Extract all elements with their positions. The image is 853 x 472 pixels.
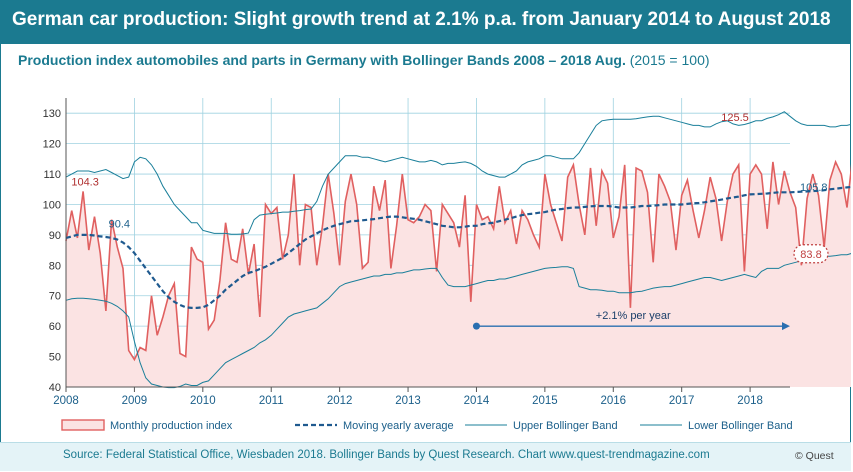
- x-tick-label: 2016: [600, 395, 626, 407]
- x-tick-label: 2008: [53, 395, 79, 407]
- moving-average-line: [65, 185, 851, 309]
- last-value-label: 83.8: [800, 249, 821, 261]
- end-average-label: 105.8: [800, 182, 828, 194]
- x-tick-label: 2018: [737, 395, 763, 407]
- series-layer: [65, 111, 851, 389]
- header-bar: German car production: Slight growth tre…: [0, 0, 851, 44]
- y-tick-label: 70: [49, 291, 61, 303]
- page-title: German car production: Slight growth tre…: [12, 9, 831, 30]
- lower-band-line: [65, 253, 851, 389]
- x-tick-label: 2009: [122, 395, 148, 407]
- last-value-badge: [793, 244, 829, 264]
- footer-bar: Source: Federal Statistical Office, Wies…: [0, 442, 851, 471]
- x-tick-label: 2011: [259, 395, 284, 407]
- upper-band-line: [65, 111, 851, 235]
- y-tick-label: 60: [49, 321, 61, 333]
- legend-label: Upper Bollinger Band: [513, 420, 618, 432]
- monthly-area-fill: [66, 161, 851, 387]
- x-tick-label: 2013: [395, 395, 421, 407]
- legend-swatch-monthly: [61, 419, 105, 431]
- y-tick-label: 110: [43, 169, 61, 181]
- data-label: 90.4: [109, 219, 130, 231]
- y-tick-label: 40: [49, 382, 61, 394]
- legend-label: Moving yearly average: [343, 420, 454, 432]
- legend-label: Monthly production index: [110, 420, 233, 432]
- x-tick-label: 2017: [669, 395, 695, 407]
- trend-arrow-start: [472, 322, 480, 330]
- copyright-note: © Quest: [795, 450, 834, 462]
- subtitle-unit: (2015 = 100): [629, 52, 710, 68]
- y-tick-label: 120: [43, 139, 61, 151]
- chart-annotations: 104.3 90.4 125.5 105.8 83.8 +2.1% per year: [71, 112, 829, 331]
- production-chart: 40 50 60 70 80 90 100 110 120 130 2008 2009 2010 2011…: [43, 98, 851, 432]
- x-tick-label: 2012: [327, 395, 353, 407]
- y-tick-label: 100: [43, 199, 61, 211]
- y-tick-label: 50: [49, 352, 61, 364]
- chart-subtitle: Production index automobiles and parts i…: [18, 52, 710, 68]
- y-tick-label: 130: [43, 108, 61, 120]
- subtitle-main: Production index automobiles and parts i…: [18, 52, 626, 68]
- trend-arrow-head: [782, 322, 790, 331]
- source-note: Source: Federal Statistical Office, Wies…: [63, 449, 710, 461]
- x-tick-label: 2014: [464, 395, 490, 407]
- chart-axes: 40 50 60 70 80 90 100 110 120 130 2008 2009 2010 2011…: [43, 98, 790, 407]
- x-tick-label: 2015: [532, 395, 558, 407]
- monthly-production-line: [65, 159, 851, 362]
- data-label: 125.5: [721, 112, 749, 124]
- chart-legend: Monthly production index Moving yearly av…: [61, 419, 793, 432]
- y-tick-label: 90: [49, 230, 61, 242]
- y-tick-label: 80: [49, 260, 61, 272]
- data-label: 104.3: [71, 176, 99, 188]
- x-tick-label: 2010: [190, 395, 216, 407]
- legend-label: Lower Bollinger Band: [688, 420, 793, 432]
- trend-label: +2.1% per year: [596, 310, 671, 322]
